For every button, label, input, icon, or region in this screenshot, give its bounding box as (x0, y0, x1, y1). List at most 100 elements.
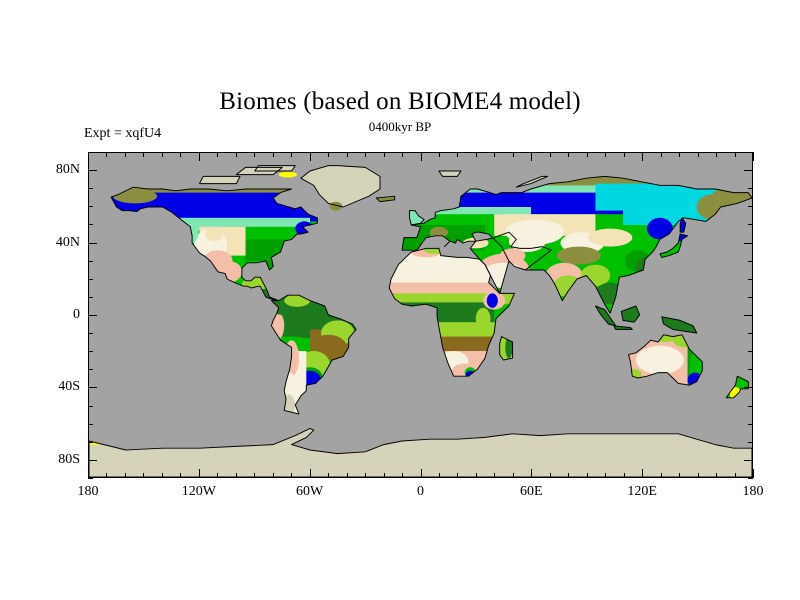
coastline (438, 170, 462, 177)
eu-zagros (499, 248, 526, 263)
coastline (300, 165, 381, 208)
y-tick (88, 170, 97, 171)
y-tick (88, 369, 93, 370)
x-tick (531, 469, 532, 478)
x-tick (254, 473, 255, 478)
coastline (199, 175, 241, 185)
world-biome-map (89, 165, 752, 477)
y-tick (88, 478, 93, 479)
na-northern-plains (205, 226, 224, 242)
x-tick-top (236, 152, 237, 157)
coastline (661, 316, 698, 334)
x-tick (402, 473, 403, 478)
x-tick-top (365, 152, 366, 157)
x-tick (384, 473, 385, 478)
y-tick-right (748, 478, 753, 479)
na-boreal-north (111, 192, 318, 207)
coastline (270, 294, 357, 415)
y-tick-right (748, 406, 753, 407)
arctic-cushion-forb (278, 171, 298, 178)
x-tick (328, 473, 329, 478)
coastline (254, 165, 296, 172)
x-tick (753, 469, 754, 478)
coastline (408, 210, 425, 226)
y-tick (88, 297, 93, 298)
x-tick-top (162, 152, 163, 157)
x-tick (180, 473, 181, 478)
x-tick-top (291, 152, 292, 157)
y-tick (88, 351, 93, 352)
sakhalin-biomes (680, 217, 686, 233)
y-tick (88, 152, 93, 153)
coastline (725, 375, 749, 399)
coastline (110, 186, 318, 302)
y-axis-label: 80N (55, 162, 80, 178)
af-ethiopian-highlands (486, 293, 498, 308)
coastline (388, 247, 515, 377)
af-east-africa (475, 307, 491, 330)
sa-llanos (284, 295, 310, 307)
x-tick-top (476, 152, 477, 157)
y-tick (88, 387, 97, 388)
y-axis-label: 40N (55, 234, 80, 250)
x-tick (125, 473, 126, 478)
x-tick (199, 469, 200, 478)
y-tick-right (748, 224, 753, 225)
x-tick (661, 473, 662, 478)
na-mexico-semidesert (216, 261, 242, 283)
y-tick-right (748, 351, 753, 352)
x-tick (291, 473, 292, 478)
au-central-desert (635, 345, 684, 375)
coastline (659, 233, 689, 258)
y-tick (88, 406, 93, 407)
x-tick (550, 473, 551, 478)
x-tick-top (254, 152, 255, 157)
coastline (235, 166, 283, 176)
x-tick (88, 469, 89, 478)
x-tick (273, 473, 274, 478)
map-plot-area (88, 152, 754, 479)
x-tick-top (494, 152, 495, 157)
coastline (499, 336, 514, 361)
java-biomes (613, 325, 633, 330)
coastline (515, 175, 549, 188)
x-tick (698, 473, 699, 478)
md-east-rainforest (505, 336, 513, 359)
y-tick-right (744, 460, 753, 461)
x-tick (679, 473, 680, 478)
y-tick (88, 315, 97, 316)
x-tick-top (217, 152, 218, 157)
y-tick-right (744, 387, 753, 388)
x-tick-top (624, 152, 625, 157)
north-america-biomes (111, 187, 318, 301)
coastline (679, 217, 687, 233)
x-tick-top (421, 152, 422, 161)
y-tick (88, 460, 97, 461)
na-tundra (111, 187, 318, 197)
x-tick-top (402, 152, 403, 157)
y-tick (88, 243, 97, 244)
novaya-zemlya-biomes (516, 176, 548, 188)
coastline (89, 427, 752, 477)
coastline (620, 305, 641, 323)
na-cool-mixed (227, 226, 310, 243)
x-tick (642, 469, 643, 478)
y-tick-right (748, 261, 753, 262)
x-tick (568, 473, 569, 478)
na-alaska-tundra (112, 189, 158, 204)
x-axis-label: 0 (417, 484, 424, 499)
coastline (401, 175, 752, 314)
x-tick-top (457, 152, 458, 157)
x-axis-label: 120E (627, 484, 657, 499)
x-tick (735, 473, 736, 478)
y-axis-label: 80S (58, 451, 80, 467)
x-tick (476, 473, 477, 478)
x-tick-top (180, 152, 181, 157)
x-tick (106, 473, 107, 478)
x-tick-top (568, 152, 569, 157)
novaya-zemlya-ice (516, 176, 548, 188)
y-tick (88, 224, 93, 225)
x-tick (217, 473, 218, 478)
y-tick-right (748, 279, 753, 280)
